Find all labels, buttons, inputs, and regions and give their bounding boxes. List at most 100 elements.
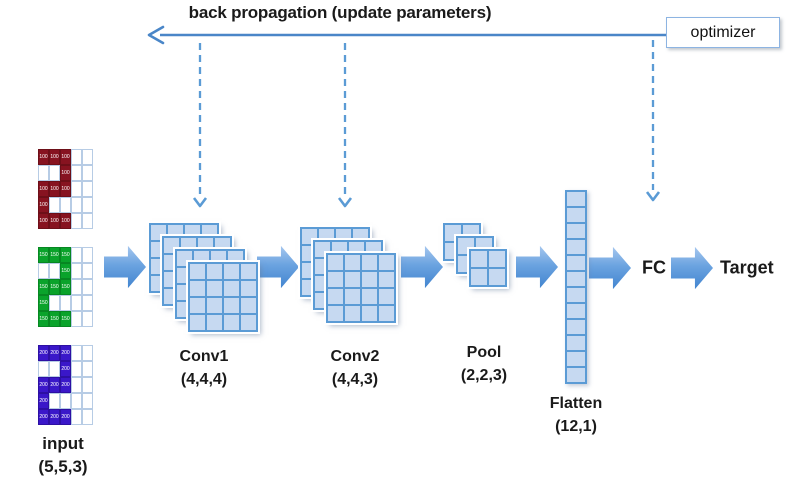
flatten-cell [566, 319, 586, 335]
feature-cell [189, 314, 206, 331]
input-cell-empty [71, 295, 82, 311]
conv2-map-3 [326, 253, 396, 323]
flatten-cell [566, 367, 586, 383]
input-cell-empty [71, 247, 82, 263]
flatten-cell [566, 335, 586, 351]
input-cell-filled: 200 [38, 345, 49, 361]
conv1-map-4 [188, 262, 258, 332]
flatten-cell [566, 351, 586, 367]
pool-map-3 [469, 249, 507, 287]
input-cell-empty [71, 279, 82, 295]
feature-cell [206, 263, 223, 280]
input-cell-empty [82, 197, 93, 213]
flatten-label: Flatten (12,1) [549, 395, 603, 435]
input-cell-empty [82, 393, 93, 409]
input-cell-filled: 150 [38, 247, 49, 263]
input-cell-filled: 200 [49, 377, 60, 393]
feature-cell [344, 288, 361, 305]
input-cell-empty [38, 263, 49, 279]
input-cell-empty [71, 213, 82, 229]
input-cell-empty [82, 247, 93, 263]
input-cell-filled: 150 [60, 247, 71, 263]
dashed-update-arrow-fc [645, 40, 661, 202]
feature-cell [240, 314, 257, 331]
input-cell-empty [71, 393, 82, 409]
feature-cell [470, 268, 488, 286]
input-cell-filled: 200 [38, 377, 49, 393]
feature-cell [189, 280, 206, 297]
flatten-cell [566, 223, 586, 239]
feature-cell [327, 288, 344, 305]
feature-cell [223, 263, 240, 280]
flow-arrow-input-conv1 [104, 245, 146, 289]
input-grid-green-channel: 150 150 150 150 150 150 150 150 150 150 150 [38, 247, 93, 327]
input-cell-filled: 200 [60, 377, 71, 393]
feature-cell [327, 271, 344, 288]
input-cell-empty [49, 361, 60, 377]
flatten-cell [566, 271, 586, 287]
input-cell-empty [38, 165, 49, 181]
pool-label: Pool (2,2,3) [460, 344, 508, 384]
input-cell-filled: 150 [38, 279, 49, 295]
input-cell-filled: 150 [38, 311, 49, 327]
input-cell-filled: 100 [49, 213, 60, 229]
feature-cell [344, 254, 361, 271]
input-cell-empty [71, 409, 82, 425]
flatten-vector [565, 190, 587, 384]
input-cell-filled: 200 [38, 409, 49, 425]
feature-cell [361, 271, 378, 288]
input-cell-empty [71, 263, 82, 279]
input-cell-empty [82, 213, 93, 229]
input-cell-filled: 100 [38, 181, 49, 197]
input-cell-filled: 100 [49, 181, 60, 197]
optimizer-label: optimizer [690, 23, 756, 41]
input-cell-filled: 100 [49, 149, 60, 165]
dashed-update-arrow-conv1 [192, 43, 208, 208]
input-cell-filled: 200 [38, 393, 49, 409]
input-cell-empty [71, 149, 82, 165]
input-cell-filled: 100 [38, 149, 49, 165]
input-cell-filled: 150 [60, 311, 71, 327]
input-cell-filled: 100 [38, 213, 49, 229]
flow-arrow-pool-flatten [516, 245, 558, 289]
feature-cell [223, 280, 240, 297]
flatten-cell [566, 303, 586, 319]
optimizer-node: optimizer [666, 17, 780, 48]
feature-cell [378, 305, 395, 322]
feature-cell [240, 280, 257, 297]
input-cell-empty [82, 149, 93, 165]
input-cell-filled: 100 [60, 181, 71, 197]
flatten-cell [566, 287, 586, 303]
input-cell-empty [71, 345, 82, 361]
feature-cell [470, 250, 488, 268]
input-cell-empty [60, 295, 71, 311]
input-cell-empty [49, 197, 60, 213]
flow-arrow-flatten-fc [589, 246, 631, 290]
input-cell-empty [82, 361, 93, 377]
flatten-cell [566, 255, 586, 271]
feature-cell [378, 288, 395, 305]
feature-cell [206, 280, 223, 297]
input-cell-filled: 200 [49, 345, 60, 361]
input-cell-empty [82, 295, 93, 311]
feature-cell [206, 297, 223, 314]
input-cell-filled: 150 [49, 279, 60, 295]
flow-arrow-conv2-pool [401, 245, 443, 289]
feature-cell [189, 263, 206, 280]
flatten-cell [566, 239, 586, 255]
input-cell-empty [38, 361, 49, 377]
input-grid-red-channel: 100 100 100 100 100 100 100 100 100 100 100 [38, 149, 93, 229]
input-cell-filled: 100 [60, 165, 71, 181]
input-cell-filled: 150 [38, 295, 49, 311]
feature-cell [378, 254, 395, 271]
input-cell-empty [71, 165, 82, 181]
input-cell-filled: 100 [38, 197, 49, 213]
input-cell-filled: 200 [49, 409, 60, 425]
input-cell-empty [60, 197, 71, 213]
input-cell-filled: 100 [60, 213, 71, 229]
input-cell-filled: 150 [60, 263, 71, 279]
feature-cell [378, 271, 395, 288]
input-cell-filled: 200 [60, 409, 71, 425]
